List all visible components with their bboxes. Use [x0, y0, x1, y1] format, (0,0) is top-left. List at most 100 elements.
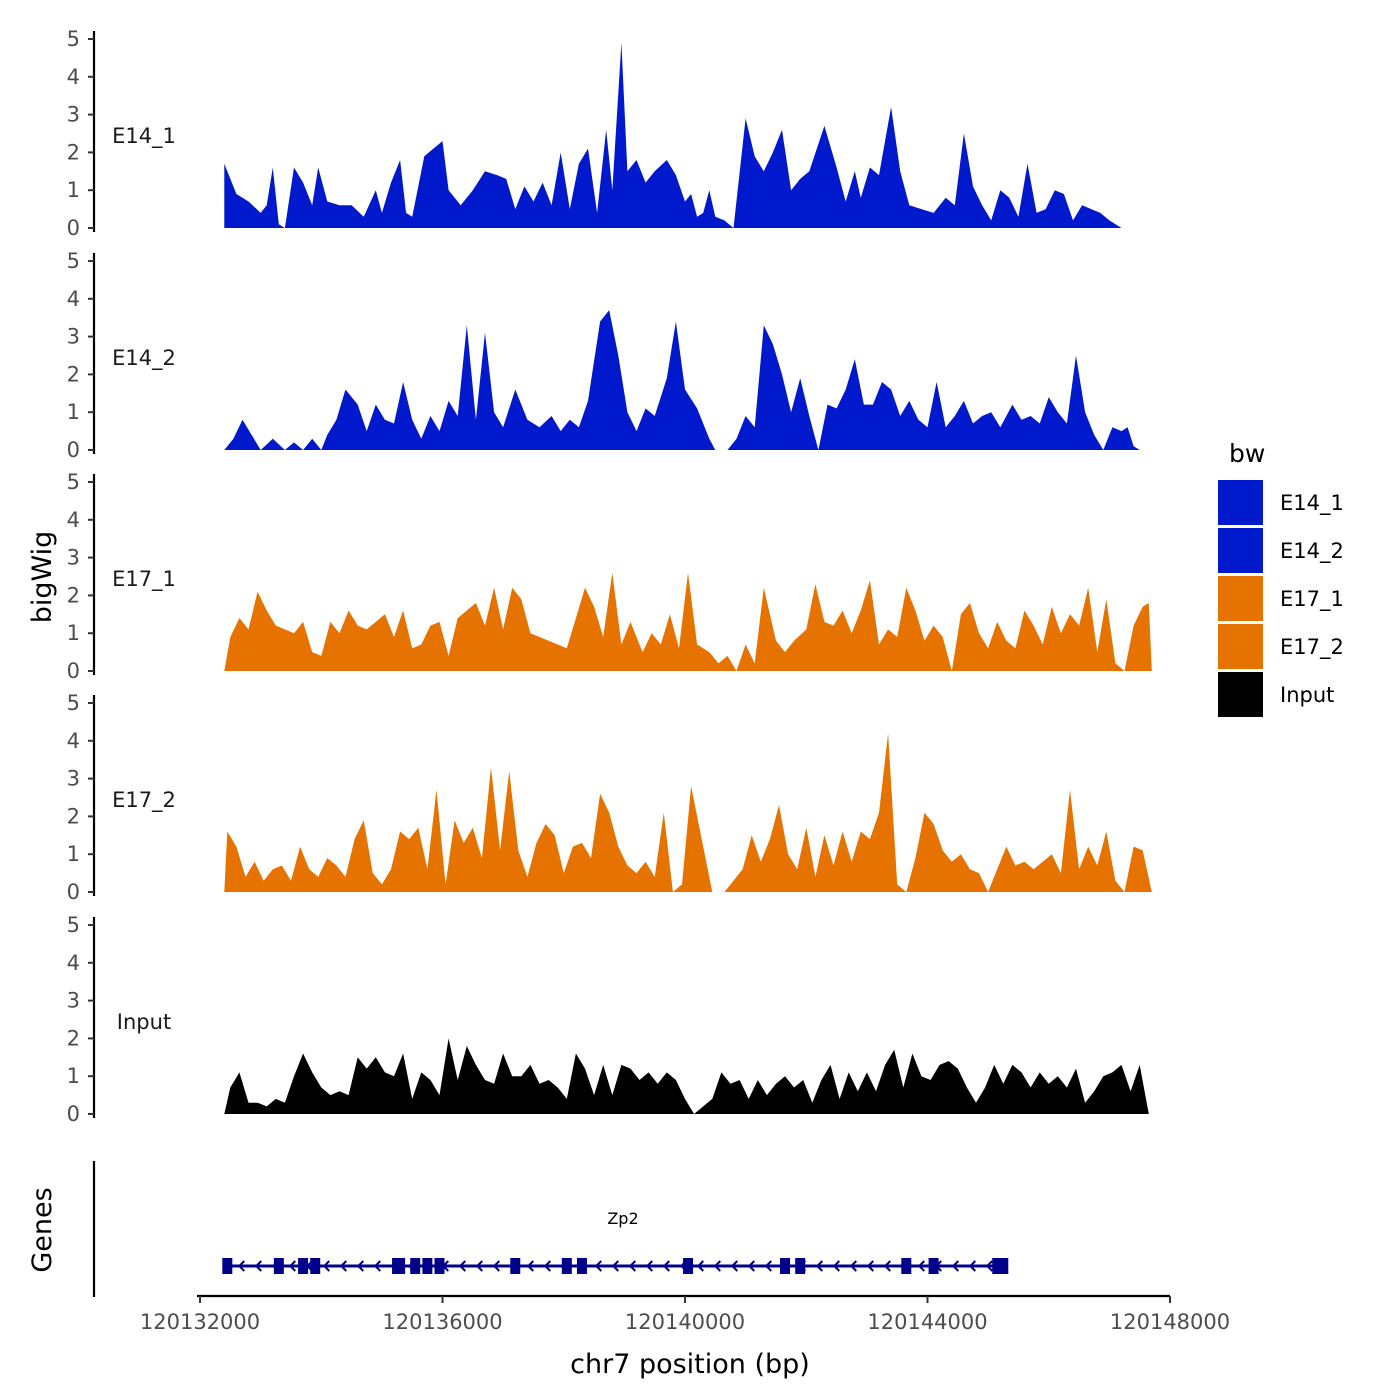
area-E14_1 — [224, 42, 1122, 228]
y-tick-label-E14_2-2: 2 — [67, 362, 80, 386]
exon-6 — [395, 1258, 406, 1274]
area-E17_1 — [224, 572, 1152, 671]
x-tick-label-120148000: 120148000 — [1110, 1310, 1230, 1334]
y-tick-label-Input-4: 4 — [67, 951, 80, 975]
track-label-E17_1: E17_1 — [112, 567, 176, 592]
y-tick-label-Input-1: 1 — [67, 1064, 80, 1088]
legend-key-Input — [1218, 672, 1263, 717]
y-tick-label-E17_2-1: 1 — [67, 842, 80, 866]
y-tick-label-E14_1-5: 5 — [67, 27, 80, 51]
x-tick-label-120136000: 120136000 — [382, 1310, 502, 1334]
strand-arrow — [458, 1260, 466, 1272]
strand-arrow — [764, 1260, 772, 1272]
track-Input: 0 1 2 3 4 5 Input — [67, 913, 1149, 1126]
exon-2 — [273, 1258, 284, 1274]
exon-12 — [576, 1258, 587, 1274]
x-tick-label-120132000: 120132000 — [140, 1310, 260, 1334]
legend-key-E14_2 — [1218, 528, 1263, 573]
y-tick-label-E14_1-4: 4 — [67, 65, 80, 89]
genes-axis-title: Genes — [27, 1187, 58, 1272]
y-tick-label-E14_2-5: 5 — [67, 249, 80, 273]
legend: E14_1 E14_2 E17_1 E17_2 Input — [1218, 480, 1344, 717]
x-axis-title: chr7 position (bp) — [570, 1349, 810, 1380]
strand-arrow — [526, 1260, 534, 1272]
strand-arrow — [492, 1260, 500, 1272]
legend-key-E14_1 — [1218, 480, 1263, 525]
legend-label-E14_1: E14_1 — [1280, 491, 1344, 516]
strand-arrow — [713, 1260, 721, 1272]
strand-arrow — [237, 1260, 245, 1272]
legend-title: bw — [1229, 439, 1265, 468]
y-tick-label-E14_2-4: 4 — [67, 287, 80, 311]
gene-label: Zp2 — [607, 1209, 638, 1228]
y-tick-label-E14_2-1: 1 — [67, 400, 80, 424]
legend-label-E14_2: E14_2 — [1280, 539, 1344, 564]
exon-8 — [422, 1258, 433, 1274]
x-axis: 120132000 120136000 120140000 120144000 1201… — [140, 1294, 1230, 1334]
strand-arrow — [968, 1260, 976, 1272]
exon-19 — [998, 1258, 1009, 1274]
y-tick-label-E14_1-2: 2 — [67, 140, 80, 164]
track-label-E17_2: E17_2 — [112, 788, 176, 813]
y-tick-label-E17_2-3: 3 — [67, 767, 80, 791]
exon-18 — [992, 1258, 1003, 1274]
y-tick-label-E17_2-5: 5 — [67, 691, 80, 715]
track-E17_1: 0 1 2 3 4 5 E17_1 — [67, 470, 1152, 683]
strand-arrow — [322, 1260, 330, 1272]
strand-arrow — [662, 1260, 670, 1272]
strand-arrow — [475, 1260, 483, 1272]
exon-15 — [795, 1258, 806, 1274]
y-tick-label-E17_1-1: 1 — [67, 621, 80, 645]
strand-arrow — [815, 1260, 823, 1272]
y-tick-label-E17_1-0: 0 — [67, 659, 80, 683]
track-E14_1: 0 1 2 3 4 5 E14_1 — [67, 27, 1122, 240]
exon-11 — [561, 1258, 572, 1274]
y-tick-label-E14_2-3: 3 — [67, 325, 80, 349]
y-tick-label-E14_1-1: 1 — [67, 178, 80, 202]
legend-key-E17_1 — [1218, 576, 1263, 621]
y-tick-label-E17_1-2: 2 — [67, 583, 80, 607]
track-label-Input: Input — [117, 1010, 171, 1034]
y-tick-label-E17_2-2: 2 — [67, 804, 80, 828]
strand-arrow — [985, 1260, 993, 1272]
exon-7 — [410, 1258, 421, 1274]
y-axis-title: bigWig — [27, 531, 58, 624]
strand-arrow — [883, 1260, 891, 1272]
exon-4 — [310, 1258, 321, 1274]
legend-key-E17_2 — [1218, 624, 1263, 669]
strand-arrow — [356, 1260, 364, 1272]
strand-arrow — [288, 1260, 296, 1272]
y-tick-label-E14_2-0: 0 — [67, 438, 80, 462]
track-label-E14_1: E14_1 — [112, 124, 176, 149]
x-tick-label-120144000: 120144000 — [867, 1310, 987, 1334]
x-tick-label-120140000: 120140000 — [625, 1310, 745, 1334]
strand-arrow — [917, 1260, 925, 1272]
strand-arrow — [611, 1260, 619, 1272]
y-tick-label-Input-3: 3 — [67, 989, 80, 1013]
strand-arrow — [645, 1260, 653, 1272]
strand-arrow — [747, 1260, 755, 1272]
exon-10 — [510, 1258, 521, 1274]
legend-label-E17_1: E17_1 — [1280, 587, 1344, 612]
track-label-E14_2: E14_2 — [112, 346, 176, 371]
legend-label-E17_2: E17_2 — [1280, 635, 1344, 660]
strand-arrow — [832, 1260, 840, 1272]
strand-arrow — [543, 1260, 551, 1272]
exon-1 — [222, 1258, 233, 1274]
exon-3 — [298, 1258, 309, 1274]
y-tick-label-E17_1-5: 5 — [67, 470, 80, 494]
legend-label-Input: Input — [1280, 683, 1334, 707]
strand-arrow — [696, 1260, 704, 1272]
track-E17_2: 0 1 2 3 4 5 E17_2 — [67, 691, 1152, 904]
strand-arrow — [866, 1260, 874, 1272]
y-tick-label-E17_2-4: 4 — [67, 729, 80, 753]
area-E17_2 — [224, 733, 1152, 892]
strand-arrow — [373, 1260, 381, 1272]
strand-arrow — [951, 1260, 959, 1272]
y-tick-label-Input-5: 5 — [67, 913, 80, 937]
strand-arrow — [849, 1260, 857, 1272]
strand-arrow — [730, 1260, 738, 1272]
y-tick-label-E17_1-3: 3 — [67, 546, 80, 570]
exon-17 — [928, 1258, 939, 1274]
